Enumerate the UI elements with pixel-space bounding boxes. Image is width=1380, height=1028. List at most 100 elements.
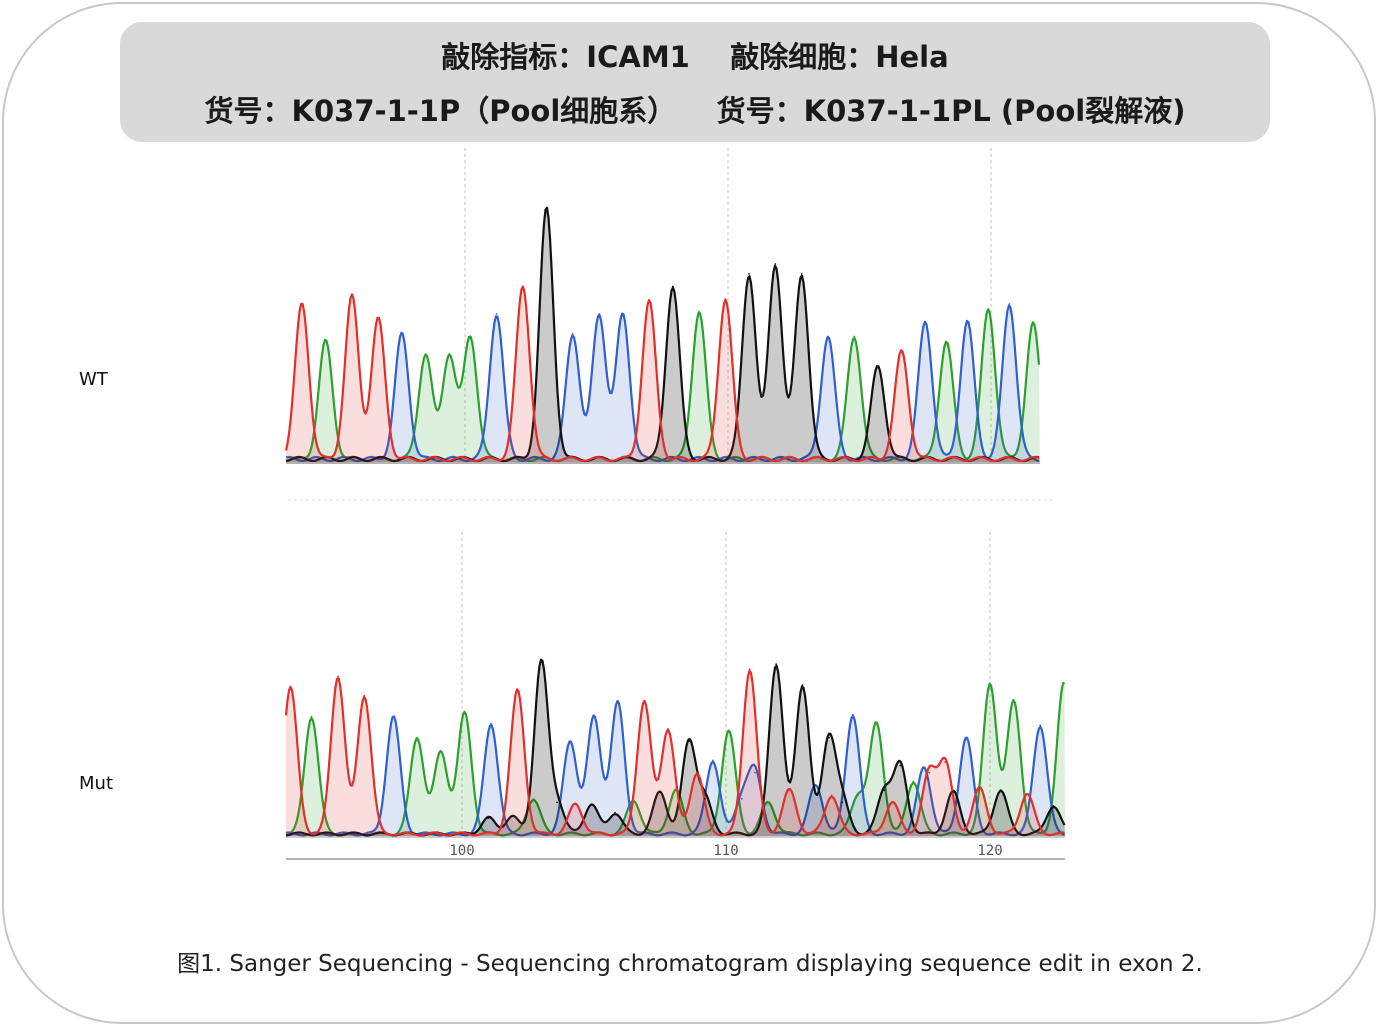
peak-A-108.1 (674, 789, 677, 792)
peak-G-116 (883, 789, 886, 792)
peak-C-121.9 (1039, 724, 1042, 727)
trace-fill-T (286, 670, 1065, 836)
peak-T-119.6 (978, 787, 981, 790)
header-catalog-line: 货号：K037-1-1P（Pool细胞系） 货号：K037-1-1PL (Poo… (204, 94, 1186, 128)
peak-G-111.9 (775, 663, 778, 666)
peak-A-108.9 (698, 310, 700, 313)
mut-panel-label: Mut (79, 773, 113, 794)
peak-A-115 (857, 794, 859, 797)
peak-C-109.5 (711, 759, 714, 762)
peak-C-113.8 (827, 335, 829, 338)
peak-A-122.8 (1063, 682, 1065, 685)
peak-T-116.3 (891, 801, 894, 804)
peak-A-120.9 (1012, 700, 1015, 702)
peak-T-110.9 (748, 668, 751, 671)
peak-A-118.3 (945, 340, 948, 343)
peak-G-101.9 (511, 815, 514, 818)
peak-T-96.3 (363, 694, 366, 697)
peak-A-119.9 (987, 308, 990, 310)
peak-G-111.8 (774, 263, 777, 265)
peak-A-102.7 (532, 798, 535, 800)
peak-A-100.2 (469, 335, 472, 338)
peak-G-108.6 (688, 740, 690, 743)
peak-T-104.3 (574, 803, 577, 806)
peak-A-114.8 (853, 335, 856, 338)
peak-G-109.2 (703, 798, 706, 800)
peak-A-117.1 (912, 780, 915, 783)
peak-G-114.4 (841, 801, 844, 804)
peak-T-118.3 (944, 761, 947, 764)
peak-C-114.8 (851, 714, 854, 716)
peak-A-99.2 (439, 750, 442, 753)
trace-fill-C (286, 305, 1040, 462)
peak-C-101.2 (495, 313, 498, 315)
peak-C-119.1 (966, 320, 969, 323)
peak-G-113.9 (828, 736, 830, 739)
peak-C-105.1 (598, 313, 601, 315)
peak-G-107.9 (671, 285, 674, 288)
peak-A-115.7 (875, 722, 878, 725)
wt-panel-label: WT (79, 369, 108, 390)
peak-T-93.5 (289, 686, 292, 688)
peak-C-97.4 (392, 715, 395, 718)
peak-A-98.3 (416, 736, 419, 739)
peak-G-116.6 (899, 764, 902, 767)
peak-C-101.1 (490, 722, 492, 725)
peak-C-104.1 (571, 333, 574, 335)
peak-G-103.1 (545, 208, 548, 210)
peak-T-116.6 (900, 350, 903, 353)
peak-G-104.9 (590, 803, 593, 806)
peak-G-103 (540, 661, 543, 664)
peak-T-95.3 (337, 675, 339, 678)
peak-T-106.9 (643, 700, 646, 702)
peak-C-120.7 (1008, 303, 1011, 305)
figure-caption: 图1. Sanger Sequencing - Sequencing chrom… (177, 951, 1203, 977)
peak-A-100.1 (463, 712, 466, 715)
peak-T-107.8 (667, 728, 669, 730)
peak-C-113.4 (814, 784, 817, 786)
peak-A-98.5 (424, 353, 427, 355)
peak-C-117.5 (923, 766, 925, 769)
mut-x-tick-labels: 100 110 120 (449, 843, 1002, 859)
peak-G-103.6 (556, 801, 558, 804)
trace-line-C (285, 304, 1040, 463)
mut-chromatogram-traces (284, 658, 1066, 837)
peak-A-94.3 (310, 715, 313, 718)
peak-G-101 (487, 817, 490, 820)
peak-G-110.8 (748, 273, 750, 275)
peak-G-112.9 (801, 684, 804, 687)
x-tick-label-120: 120 (977, 843, 1002, 859)
header-knockout-line: 敲除指标：ICAM1 敲除细胞：Hela (441, 40, 949, 74)
peak-G-105.8 (614, 812, 617, 814)
peak-G-107.5 (659, 791, 661, 793)
trace-line-T (284, 669, 1065, 837)
peak-C-106 (621, 313, 624, 315)
peak-G-115.7 (877, 365, 879, 368)
trace-fill-A (286, 682, 1065, 836)
peak-C-105.9 (616, 701, 619, 704)
peak-T-96.7 (377, 318, 380, 320)
peak-T-108.9 (696, 771, 698, 774)
figure-header: 敲除指标：ICAM1 敲除细胞：Hela 货号：K037-1-1P（Pool细胞… (120, 22, 1270, 142)
peak-T-109.9 (724, 298, 727, 300)
peak-G-118.6 (952, 791, 954, 793)
peak-A-99.4 (448, 353, 451, 355)
peak-T-93.8 (301, 303, 303, 305)
peak-A-110.1 (727, 729, 730, 732)
wt-chromatogram-traces (284, 206, 1041, 463)
trace-line-T (284, 285, 1040, 463)
peak-T-95.7 (351, 295, 353, 298)
peak-A-120 (989, 682, 991, 685)
peak-C-104.1 (569, 740, 572, 743)
peak-C-97.6 (400, 333, 403, 335)
peak-A-121.6 (1032, 323, 1034, 325)
peak-T-107 (648, 300, 650, 303)
peak-T-102.2 (521, 285, 524, 288)
peak-C-105 (593, 715, 595, 718)
peak-T-102.1 (516, 689, 519, 692)
peak-C-110.6 (740, 798, 743, 800)
peak-T-112.4 (788, 789, 791, 792)
peak-T-117.7 (928, 771, 931, 774)
